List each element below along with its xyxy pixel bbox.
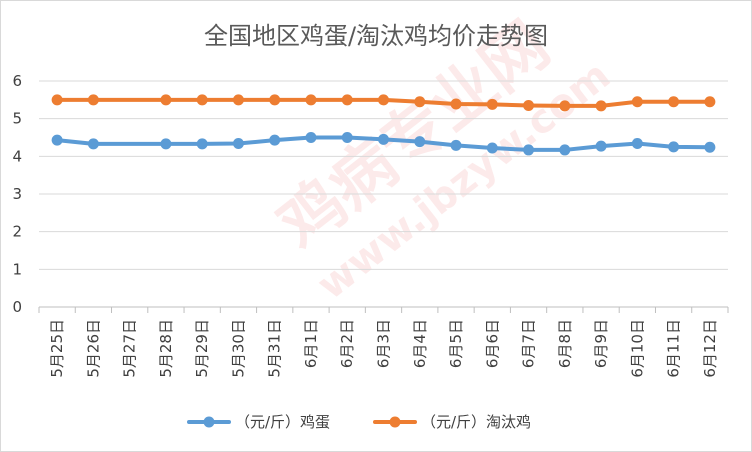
watermark: 鸡病专业网 www.jbzyw.com bbox=[265, 8, 619, 309]
data-point bbox=[196, 138, 208, 150]
data-point bbox=[559, 144, 571, 156]
data-point bbox=[232, 138, 244, 150]
data-point bbox=[341, 132, 353, 143]
y-tick-label: 5 bbox=[12, 110, 22, 128]
data-point bbox=[668, 141, 680, 153]
legend: （元/斤）鸡蛋 （元/斤）淘汰鸡 bbox=[187, 413, 531, 431]
data-point bbox=[196, 94, 208, 106]
data-point bbox=[269, 94, 281, 106]
data-point bbox=[87, 94, 99, 106]
x-tick-label: 6月6日 bbox=[483, 319, 501, 368]
data-point bbox=[160, 94, 172, 106]
data-point bbox=[523, 99, 535, 111]
data-point bbox=[486, 98, 498, 110]
legend-marker bbox=[203, 416, 215, 428]
data-point bbox=[631, 138, 643, 150]
data-point bbox=[87, 138, 99, 150]
data-point bbox=[414, 96, 426, 108]
x-tick-label: 5月25日 bbox=[48, 319, 66, 378]
data-point bbox=[414, 136, 426, 148]
x-tick-label: 6月11日 bbox=[665, 319, 683, 378]
x-tick-label: 5月27日 bbox=[121, 319, 139, 378]
data-point bbox=[704, 141, 716, 153]
data-point bbox=[631, 96, 643, 108]
gridlines bbox=[39, 80, 728, 308]
data-point bbox=[559, 100, 571, 112]
data-point bbox=[595, 140, 607, 152]
legend-item-2: （元/斤）淘汰鸡 bbox=[373, 413, 531, 431]
data-point bbox=[269, 134, 281, 146]
y-axis: 0 1 2 3 4 5 6 bbox=[12, 72, 22, 316]
x-tick-label: 5月29日 bbox=[193, 319, 211, 378]
data-point bbox=[378, 94, 389, 106]
y-tick-label: 2 bbox=[12, 223, 22, 241]
y-tick-label: 4 bbox=[12, 147, 22, 165]
series-group bbox=[51, 94, 716, 156]
series-line bbox=[55, 135, 712, 152]
y-tick-label: 3 bbox=[12, 185, 22, 203]
data-point bbox=[668, 96, 680, 108]
y-tick-label: 0 bbox=[12, 298, 22, 316]
data-point bbox=[51, 94, 63, 106]
x-tick-label: 5月28日 bbox=[157, 319, 175, 378]
data-point bbox=[450, 98, 462, 110]
y-tick-label: 6 bbox=[12, 72, 22, 90]
x-tick-label: 6月2日 bbox=[338, 319, 356, 368]
x-tick-label: 5月30日 bbox=[229, 319, 247, 378]
x-tick-label: 6月12日 bbox=[701, 319, 719, 378]
x-tick-label: 5月31日 bbox=[266, 319, 284, 378]
x-tick-label: 6月4日 bbox=[411, 319, 429, 368]
data-point bbox=[704, 96, 716, 108]
legend-marker bbox=[389, 416, 401, 428]
x-tick-label: 6月1日 bbox=[302, 319, 320, 368]
y-tick-label: 1 bbox=[12, 260, 22, 278]
x-tick-label: 6月9日 bbox=[592, 319, 610, 368]
x-tick-label: 5月26日 bbox=[84, 319, 102, 378]
legend-label: （元/斤）鸡蛋 bbox=[235, 413, 330, 431]
data-point bbox=[160, 138, 172, 150]
data-point bbox=[378, 133, 389, 145]
x-tick-label: 6月8日 bbox=[556, 319, 574, 368]
x-axis: 5月25日 5月26日 5月27日 5月28日 5月29日 5月30日 5月31日 6月1日 6… bbox=[38, 307, 729, 378]
data-point bbox=[305, 94, 317, 106]
data-point bbox=[595, 100, 607, 112]
x-tick-label: 6月3日 bbox=[375, 319, 393, 368]
x-tick-label: 6月10日 bbox=[628, 319, 646, 378]
series-2 bbox=[51, 94, 716, 112]
data-point bbox=[232, 94, 244, 106]
legend-item-1: （元/斤）鸡蛋 bbox=[187, 413, 330, 431]
data-point bbox=[51, 134, 63, 146]
data-point bbox=[486, 142, 498, 154]
x-tick-label: 6月5日 bbox=[447, 319, 465, 368]
data-point bbox=[523, 144, 535, 156]
legend-label: （元/斤）淘汰鸡 bbox=[421, 413, 531, 431]
series-line bbox=[55, 97, 712, 108]
series-1 bbox=[51, 132, 716, 156]
x-tick-label: 6月7日 bbox=[520, 319, 538, 368]
chart-title: 全国地区鸡蛋/淘汰鸡均价走势图 bbox=[204, 22, 548, 50]
data-point bbox=[305, 132, 317, 143]
data-point bbox=[450, 139, 462, 151]
data-point bbox=[341, 94, 353, 106]
